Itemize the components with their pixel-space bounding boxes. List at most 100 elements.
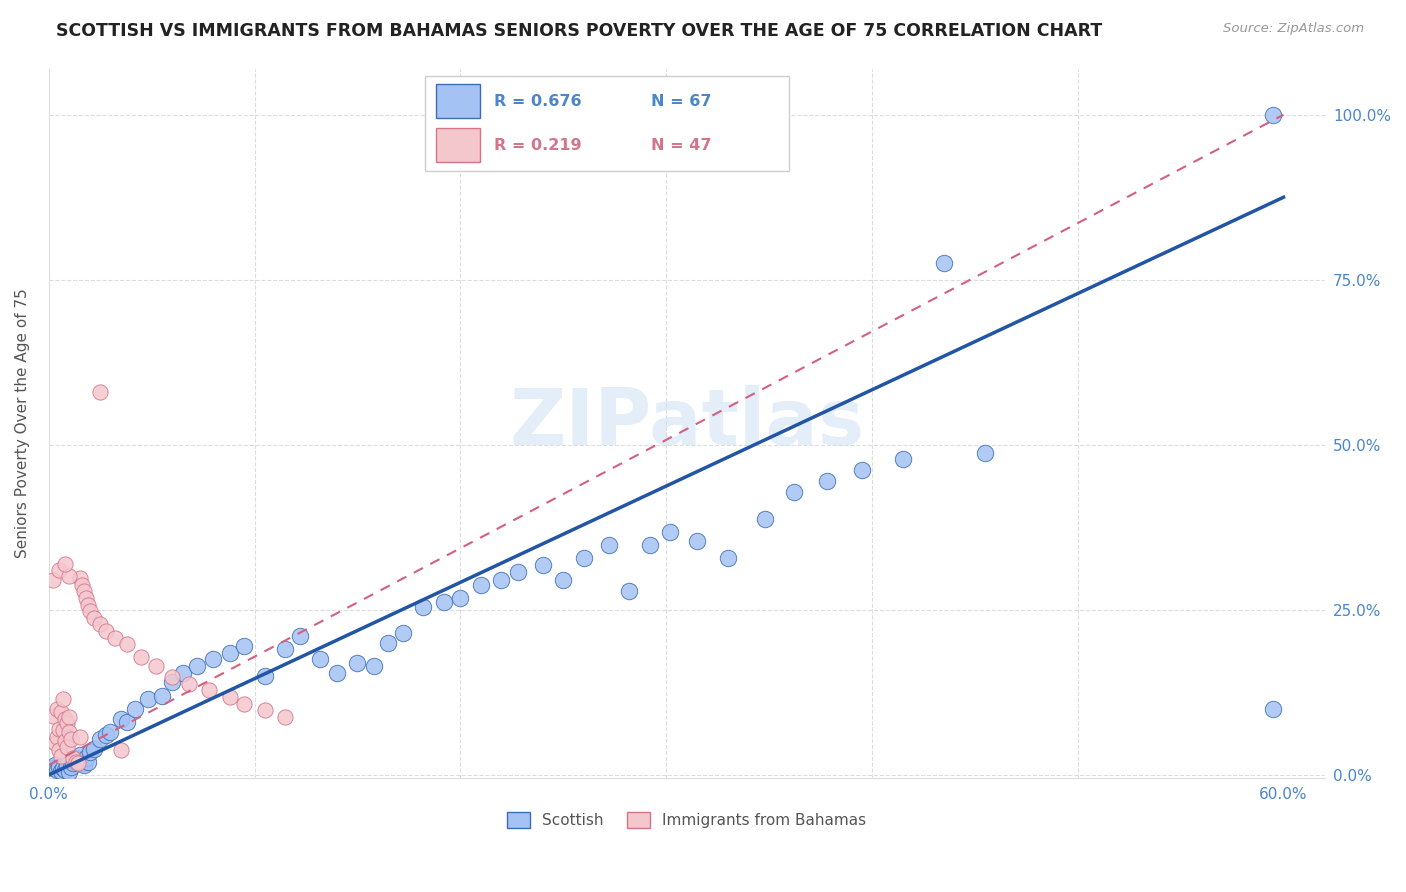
Point (377, 636, 399, 650)
Point (66, 755, 89, 769)
Point (96, 624, 118, 638)
Point (202, 652, 225, 666)
Point (233, 639, 256, 653)
Point (60, 731, 83, 746)
Point (177, 677, 200, 691)
Point (491, 573, 513, 587)
Point (56, 758, 79, 772)
Point (131, 650, 153, 665)
Point (48, 722, 70, 736)
Point (46, 763, 69, 777)
Point (288, 629, 311, 643)
Point (531, 558, 554, 572)
Point (60, 760, 83, 774)
Point (783, 485, 806, 500)
Point (218, 646, 240, 660)
Point (274, 710, 297, 724)
Point (62, 751, 84, 765)
Point (891, 452, 914, 467)
Point (506, 565, 529, 579)
Point (1263, 702, 1285, 716)
Point (104, 631, 127, 645)
Point (58, 568, 80, 582)
Point (46, 702, 69, 716)
Point (851, 463, 873, 477)
Point (1263, 108, 1285, 122)
Point (83, 611, 105, 625)
Point (115, 637, 138, 651)
Point (150, 689, 173, 703)
Point (553, 573, 575, 587)
Point (52, 692, 75, 706)
Point (70, 756, 93, 770)
Point (75, 751, 97, 765)
Point (449, 591, 471, 605)
Point (326, 665, 349, 680)
Point (56, 740, 79, 755)
Point (79, 604, 101, 618)
Point (598, 538, 620, 552)
Point (172, 665, 194, 680)
Point (53, 712, 76, 726)
Point (617, 584, 640, 599)
Point (65, 755, 87, 769)
Point (391, 626, 413, 640)
Point (115, 715, 138, 730)
Point (363, 659, 385, 673)
Point (253, 669, 276, 683)
Point (53, 763, 76, 777)
Point (73, 758, 96, 772)
Point (79, 745, 101, 759)
Point (58, 710, 80, 724)
Legend: Scottish, Immigrants from Bahamas: Scottish, Immigrants from Bahamas (501, 806, 872, 834)
Point (100, 725, 122, 739)
Point (638, 538, 661, 552)
Point (58, 764, 80, 779)
Point (69, 571, 91, 585)
Point (433, 595, 456, 609)
Point (44, 758, 66, 772)
Point (218, 690, 240, 704)
Point (572, 551, 595, 566)
Point (83, 741, 105, 756)
Point (70, 578, 93, 592)
Point (76, 598, 98, 612)
Point (815, 474, 838, 488)
Point (49, 749, 72, 764)
Point (49, 705, 72, 719)
Y-axis label: Seniors Poverty Over the Age of 75: Seniors Poverty Over the Age of 75 (15, 288, 30, 558)
Point (932, 256, 955, 270)
Point (58, 725, 80, 739)
Point (186, 659, 208, 673)
Point (48, 760, 70, 774)
Point (49, 764, 72, 778)
Point (470, 578, 492, 592)
Point (686, 533, 709, 548)
Point (198, 683, 221, 698)
Text: Source: ZipAtlas.com: Source: ZipAtlas.com (1223, 22, 1364, 36)
Point (52, 723, 75, 737)
Point (69, 748, 91, 763)
Point (89, 731, 111, 746)
Point (110, 743, 132, 757)
Point (96, 728, 118, 742)
Point (76, 755, 98, 769)
Point (42, 573, 65, 587)
Point (717, 551, 740, 566)
Point (42, 708, 65, 723)
Point (65, 751, 87, 765)
Point (754, 512, 776, 526)
Point (274, 642, 297, 657)
Point (48, 563, 70, 577)
Point (160, 670, 183, 684)
Point (56, 716, 79, 731)
Point (73, 584, 96, 599)
Point (136, 692, 159, 706)
Point (412, 599, 434, 614)
Point (89, 384, 111, 399)
Point (69, 730, 91, 744)
Point (46, 730, 69, 744)
Text: SCOTTISH VS IMMIGRANTS FROM BAHAMAS SENIORS POVERTY OVER THE AGE OF 75 CORRELATI: SCOTTISH VS IMMIGRANTS FROM BAHAMAS SENI… (56, 22, 1102, 40)
Point (48, 743, 70, 757)
Point (659, 524, 682, 539)
